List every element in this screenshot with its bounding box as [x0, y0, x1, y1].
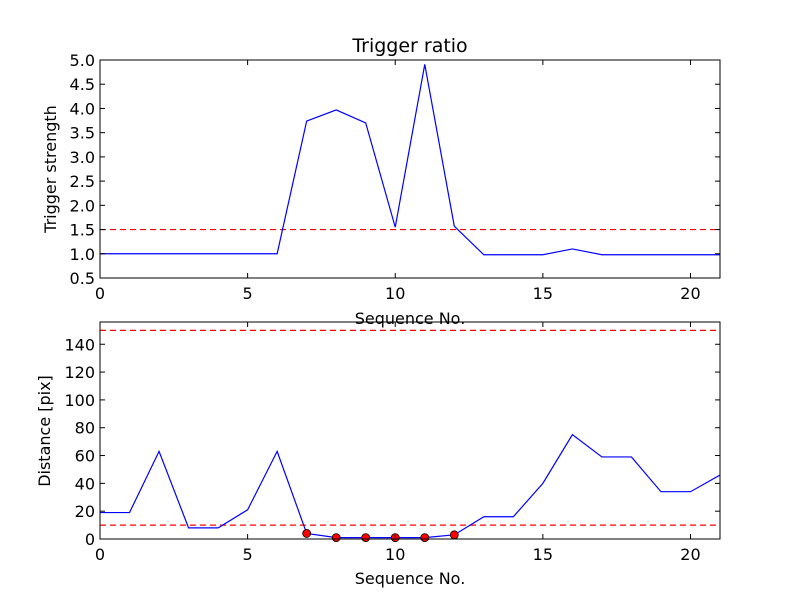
- data-layer: [100, 64, 720, 256]
- y-tick-label: 4.0: [70, 99, 95, 118]
- y-tick-label: 0: [85, 530, 95, 549]
- data-point-marker: [420, 533, 430, 543]
- series-line: [100, 433, 720, 539]
- x-tick-label: 15: [533, 284, 553, 303]
- data-point-marker: [361, 533, 371, 543]
- chart-title: Trigger ratio: [351, 35, 467, 57]
- plot-area: 0 5 10 15 20 0.5 1.0 1.5 2.0 2.5 3.0 3.5 4.0 4.5 5.0: [70, 51, 721, 303]
- data-layer: [100, 329, 720, 539]
- y-tick-label: 100: [64, 391, 95, 410]
- x-tick-label: 5: [243, 545, 253, 564]
- y-tick-label: 120: [64, 363, 95, 382]
- y-tick-label: 60: [75, 447, 95, 466]
- y-tick-label: 80: [75, 419, 95, 438]
- y-tick-label: 140: [64, 335, 95, 354]
- y-tick-label: 2.5: [70, 172, 95, 191]
- x-tick-label: 20: [680, 545, 700, 564]
- x-tick-label: 5: [243, 284, 253, 303]
- data-point-marker: [449, 530, 459, 540]
- y-tick-label: 3.5: [70, 124, 95, 143]
- plot-area: 0 5 10 15 20 0 20 40 60 80 100 120 140: [64, 321, 721, 564]
- y-tick-label: 1.5: [70, 221, 95, 240]
- y-axis-label: Distance [pix]: [35, 375, 54, 487]
- y-tick-label: 5.0: [70, 51, 95, 70]
- trigger-ratio-chart: Trigger ratio 0 5 10 15 20 0.5 1.0 1.5 2.0 2.5 3.0…: [41, 35, 721, 328]
- y-tick-label: 0.5: [70, 269, 95, 288]
- y-tick-label: 20: [75, 502, 95, 521]
- x-tick-label: 0: [95, 545, 105, 564]
- y-tick-label: 2.0: [70, 196, 95, 215]
- y-tick-label: 3.0: [70, 148, 95, 167]
- y-axis-label: Trigger strength: [41, 105, 60, 234]
- data-point-marker: [331, 533, 341, 543]
- axes-frame: [99, 59, 721, 279]
- x-tick-label: 15: [533, 545, 553, 564]
- x-axis-label: Sequence No.: [355, 569, 466, 588]
- y-tick-label: 40: [75, 474, 95, 493]
- x-tick-label: 10: [385, 545, 405, 564]
- x-tick-label: 20: [680, 284, 700, 303]
- y-tick-label: 1.0: [70, 245, 95, 264]
- x-axis-label: Sequence No.: [355, 309, 466, 328]
- series-line: [100, 64, 720, 256]
- data-point-marker: [302, 529, 312, 538]
- axes-frame: [99, 321, 721, 540]
- x-tick-label: 0: [95, 284, 105, 303]
- y-tick-label: 4.5: [70, 75, 95, 94]
- x-tick-label: 10: [385, 284, 405, 303]
